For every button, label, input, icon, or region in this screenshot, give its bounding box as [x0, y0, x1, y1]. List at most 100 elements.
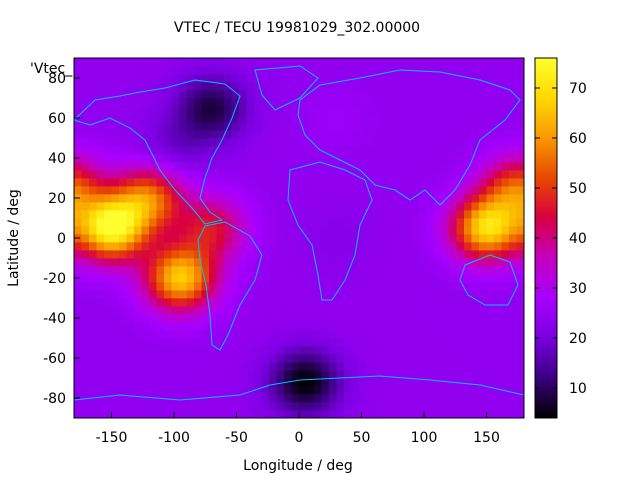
heatmap-cell	[366, 154, 375, 163]
heatmap-cell	[156, 210, 165, 219]
heatmap-cell	[284, 130, 292, 139]
heatmap-cell	[441, 330, 450, 339]
heatmap-cell	[126, 330, 135, 339]
heatmap-cell	[396, 290, 405, 299]
heatmap-cell	[501, 170, 510, 179]
heatmap-cell	[216, 258, 225, 267]
heatmap-cell	[366, 186, 375, 195]
heatmap-cell	[261, 298, 270, 307]
heatmap-cell	[276, 226, 285, 235]
heatmap-cell	[411, 226, 420, 235]
heatmap-cell	[464, 394, 472, 403]
heatmap-cell	[269, 210, 277, 219]
heatmap-cell	[111, 218, 120, 227]
heatmap-cell	[516, 154, 525, 163]
heatmap-cell	[284, 266, 292, 275]
heatmap-cell	[426, 90, 435, 99]
heatmap-cell	[201, 266, 210, 275]
heatmap-cell	[96, 146, 105, 155]
heatmap-cell	[486, 266, 495, 275]
heatmap-cell	[366, 338, 375, 347]
heatmap-cell	[201, 378, 210, 387]
heatmap-cell	[81, 370, 90, 379]
heatmap-cell	[134, 314, 142, 323]
heatmap-cell	[336, 346, 345, 355]
heatmap-cell	[479, 98, 487, 107]
heatmap-cell	[426, 170, 435, 179]
heatmap-cell	[456, 322, 465, 331]
heatmap-cell	[486, 370, 495, 379]
heatmap-cell	[201, 354, 210, 363]
heatmap-cell	[449, 74, 457, 83]
heatmap-cell	[209, 258, 217, 267]
heatmap-cell	[156, 290, 165, 299]
heatmap-cell	[516, 82, 525, 91]
heatmap-cell	[314, 314, 322, 323]
heatmap-cell	[389, 202, 397, 211]
heatmap-cell	[404, 266, 412, 275]
heatmap-cell	[291, 378, 300, 387]
heatmap-cell	[156, 306, 165, 315]
heatmap-cell	[419, 130, 427, 139]
heatmap-cell	[164, 178, 172, 187]
heatmap-cell	[194, 282, 202, 291]
heatmap-cell	[464, 314, 472, 323]
heatmap-cell	[329, 66, 337, 75]
heatmap-cell	[254, 394, 262, 403]
heatmap-cell	[149, 114, 157, 123]
heatmap-cell	[359, 298, 367, 307]
heatmap-cell	[134, 322, 142, 331]
heatmap-cell	[246, 330, 255, 339]
heatmap-cell	[164, 274, 172, 283]
heatmap-cell	[501, 314, 510, 323]
heatmap-cell	[426, 410, 435, 419]
heatmap-cell	[509, 250, 517, 259]
heatmap-cell	[194, 290, 202, 299]
heatmap-cell	[216, 74, 225, 83]
heatmap-cell	[156, 282, 165, 291]
heatmap-cell	[134, 338, 142, 347]
heatmap-cell	[119, 298, 127, 307]
heatmap-cell	[396, 178, 405, 187]
heatmap-cell	[111, 258, 120, 267]
heatmap-cell	[261, 266, 270, 275]
heatmap-cell	[246, 178, 255, 187]
heatmap-cell	[194, 114, 202, 123]
heatmap-cell	[201, 234, 210, 243]
heatmap-cell	[329, 202, 337, 211]
heatmap-cell	[284, 338, 292, 347]
heatmap-cell	[344, 250, 352, 259]
heatmap-cell	[156, 258, 165, 267]
heatmap-cell	[89, 362, 97, 371]
heatmap-cell	[306, 154, 315, 163]
heatmap-cell	[501, 114, 510, 123]
heatmap-cell	[351, 322, 360, 331]
heatmap-cell	[261, 194, 270, 203]
heatmap-cell	[464, 218, 472, 227]
heatmap-cell	[96, 386, 105, 395]
heatmap-cell	[81, 338, 90, 347]
heatmap-cell	[314, 186, 322, 195]
heatmap-cell	[261, 346, 270, 355]
heatmap-cell	[359, 402, 367, 411]
heatmap-cell	[186, 378, 195, 387]
heatmap-cell	[239, 282, 247, 291]
heatmap-cell	[396, 130, 405, 139]
heatmap-cell	[209, 82, 217, 91]
heatmap-cell	[494, 298, 502, 307]
heatmap-cell	[209, 362, 217, 371]
heatmap-cell	[501, 322, 510, 331]
heatmap-cell	[239, 194, 247, 203]
x-tick-label: 100	[411, 430, 438, 446]
heatmap-cell	[351, 170, 360, 179]
heatmap-cell	[186, 322, 195, 331]
heatmap-cell	[104, 282, 112, 291]
heatmap-cell	[381, 386, 390, 395]
heatmap-cell	[216, 98, 225, 107]
heatmap-cell	[126, 290, 135, 299]
heatmap-cell	[89, 306, 97, 315]
heatmap-cell	[276, 138, 285, 147]
heatmap-cell	[314, 210, 322, 219]
heatmap-cell	[209, 178, 217, 187]
heatmap-cell	[306, 290, 315, 299]
